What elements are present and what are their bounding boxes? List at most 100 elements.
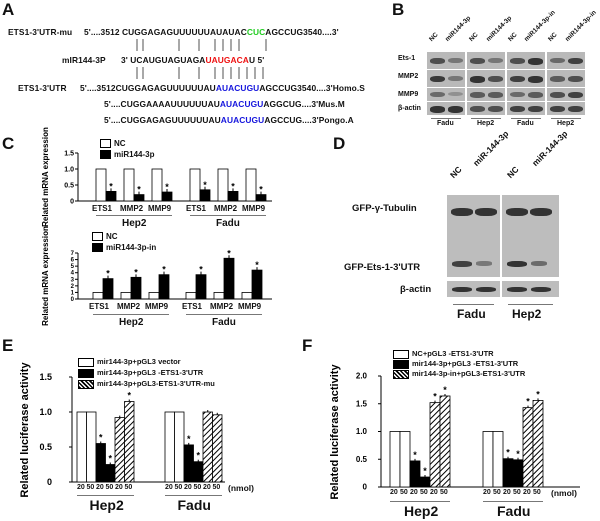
lane-label: miR144-3p-in bbox=[564, 9, 598, 43]
protein-band bbox=[430, 75, 445, 83]
dose-label: 20 bbox=[165, 484, 173, 491]
bar bbox=[241, 292, 253, 300]
protein-band bbox=[430, 105, 445, 113]
cell-underline bbox=[471, 118, 501, 119]
significance-marker: * bbox=[526, 397, 530, 407]
sequence: 5'....CUGGAGAGUUUUUUAUAUACUGUAGCCUG....3… bbox=[104, 115, 354, 125]
group-underline bbox=[186, 314, 262, 315]
cell-underline bbox=[508, 304, 553, 305]
bar bbox=[95, 443, 106, 483]
bar bbox=[105, 190, 117, 202]
legend-swatch bbox=[393, 369, 409, 379]
protein-band bbox=[550, 105, 565, 113]
legend-swatch bbox=[78, 357, 94, 367]
protein-band bbox=[550, 57, 565, 64]
protein-band bbox=[488, 57, 503, 63]
lane-label: NC bbox=[428, 31, 440, 43]
group-label: Hep2 bbox=[89, 497, 124, 513]
blot-actin bbox=[502, 281, 559, 297]
protein-band bbox=[470, 91, 485, 98]
protein-band bbox=[451, 208, 473, 216]
group-underline bbox=[77, 495, 134, 496]
category-label: MMP9 bbox=[242, 204, 266, 213]
cell-underline bbox=[551, 118, 581, 119]
protein-band bbox=[470, 105, 485, 112]
row-label: β-actin bbox=[400, 284, 432, 295]
base-pair-line bbox=[222, 39, 224, 51]
sequence-segment: 5'....CUGGAGAGUUUUUUAU bbox=[104, 115, 221, 125]
group-label: Fadu bbox=[497, 503, 531, 519]
legend-label: mir144-3p+pGL3-ETS1-3'UTR-mu bbox=[97, 379, 215, 388]
bar bbox=[223, 257, 235, 300]
legend-label: NC+pGL3 -ETS1-3'UTR bbox=[412, 349, 494, 358]
y-tick-label: 6 bbox=[71, 258, 75, 264]
significance-marker: * bbox=[162, 265, 166, 275]
bar bbox=[148, 292, 160, 300]
significance-marker: * bbox=[137, 185, 141, 195]
blot-strip bbox=[507, 70, 545, 87]
bar bbox=[202, 411, 213, 483]
dose-label: 20 bbox=[184, 484, 192, 491]
panel-label-f: F bbox=[302, 336, 313, 355]
protein-band bbox=[507, 261, 527, 267]
significance-marker: * bbox=[99, 433, 103, 443]
legend-swatch bbox=[78, 379, 94, 389]
bar bbox=[522, 407, 534, 488]
protein-band bbox=[430, 91, 445, 98]
base-pair-line bbox=[178, 67, 180, 79]
bar bbox=[151, 168, 163, 202]
protein-band bbox=[488, 91, 503, 98]
significance-marker: * bbox=[199, 265, 203, 275]
protein-band bbox=[528, 57, 543, 65]
cell-label: Fadu bbox=[437, 120, 454, 127]
lane-label: miR-144-3p bbox=[470, 128, 511, 168]
protein-band bbox=[510, 91, 525, 98]
blot-strip bbox=[547, 52, 585, 69]
blot-strip bbox=[507, 102, 545, 115]
lane-label: miR-144-3p bbox=[529, 128, 570, 168]
legend-swatch bbox=[92, 243, 103, 253]
bar bbox=[212, 414, 223, 483]
dose-label: 20 bbox=[96, 484, 104, 491]
bar bbox=[174, 411, 185, 483]
legend-item: mir144-3p+pGL3 -ETS1-3'UTR bbox=[78, 368, 203, 378]
bar bbox=[76, 411, 87, 483]
category-label: ETS1 bbox=[89, 302, 110, 311]
base-pair-line bbox=[136, 39, 138, 51]
y-tick-label: 0 bbox=[47, 477, 52, 487]
lane-label: NC bbox=[547, 31, 559, 43]
legend-swatch bbox=[100, 139, 111, 149]
blot-strip bbox=[467, 70, 505, 87]
sequence: 5'....CUGGAAAAUUUUUUAUAUACUGUAGGCUG....3… bbox=[104, 99, 345, 109]
group-label: Hep2 bbox=[122, 218, 147, 229]
group-underline bbox=[390, 501, 450, 502]
protein-band bbox=[448, 91, 463, 97]
y-tick-label: 5 bbox=[71, 264, 75, 270]
y-tick-label: 7 bbox=[71, 251, 75, 257]
significance-marker: * bbox=[443, 385, 447, 395]
base-pair-line bbox=[198, 39, 200, 51]
legend-item: miR144-3p-in bbox=[92, 243, 156, 253]
bar bbox=[502, 458, 514, 488]
bar bbox=[245, 168, 257, 202]
significance-marker: * bbox=[187, 434, 191, 444]
group-label: Fadu bbox=[177, 497, 211, 513]
blot-actin bbox=[447, 281, 500, 297]
sequence: 5'....3512CUGGAGAGUUUUUUAUAUACUGUAGCCUG3… bbox=[80, 83, 365, 93]
sequence-label: ETS1-3'UTR bbox=[18, 83, 67, 93]
cell-label: Hep2 bbox=[557, 120, 575, 127]
category-label: MMP2 bbox=[214, 204, 238, 213]
y-tick-label: 1.0 bbox=[356, 427, 368, 436]
row-label: GFP-γ-Tubulin bbox=[352, 203, 417, 214]
dose-label: 20 bbox=[430, 489, 438, 496]
significance-marker: * bbox=[536, 389, 540, 399]
bar bbox=[532, 400, 544, 488]
y-tick-label: 2.0 bbox=[356, 372, 368, 381]
bar bbox=[105, 464, 116, 483]
group-underline bbox=[483, 501, 543, 502]
base-pair-line bbox=[230, 67, 232, 79]
bar bbox=[199, 189, 211, 202]
base-pair-line bbox=[238, 39, 240, 51]
y-tick-label: 2 bbox=[71, 284, 75, 290]
legend-item: mir144-3p-in+pGL3-ETS1-3'UTR bbox=[393, 369, 525, 379]
